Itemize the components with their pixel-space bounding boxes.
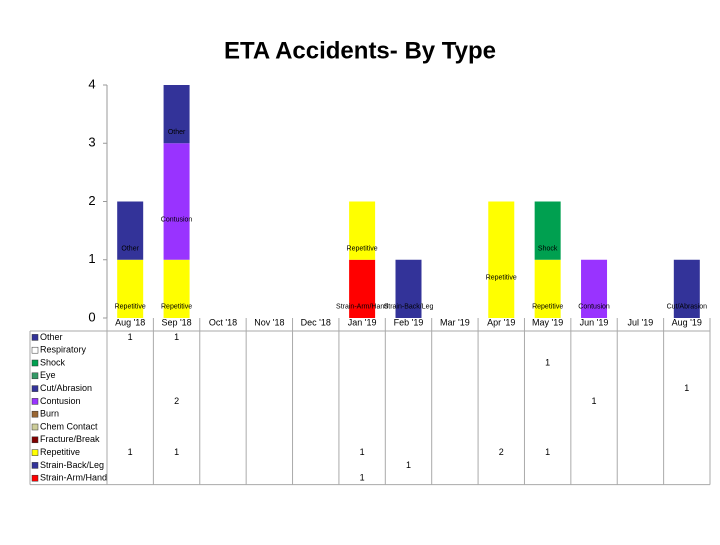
legend-swatch xyxy=(31,410,39,418)
legend-label: Cut/Abrasion xyxy=(40,383,92,393)
table-value: 1 xyxy=(360,473,365,483)
table-value: 1 xyxy=(545,357,550,367)
y-tick-label: 2 xyxy=(88,193,95,208)
legend-swatch xyxy=(31,372,39,380)
x-tick-label: Mar '19 xyxy=(440,317,470,327)
table-value: 1 xyxy=(545,447,550,457)
x-tick-label: Jul '19 xyxy=(628,317,654,327)
legend-label: Respiratory xyxy=(40,345,87,355)
segment-label: Contusion xyxy=(161,216,193,223)
table-value: 1 xyxy=(360,447,365,457)
x-tick-label: Aug '18 xyxy=(115,317,145,327)
legend-label: Shock xyxy=(40,357,66,367)
legend-label: Eye xyxy=(40,370,56,380)
bar-segment xyxy=(117,259,144,318)
legend-swatch xyxy=(31,398,39,405)
legend-label: Other xyxy=(40,332,63,342)
segment-label: Repetitive xyxy=(486,275,517,282)
x-tick-label: Apr '19 xyxy=(487,317,515,327)
legend-swatch xyxy=(31,462,39,469)
legend-swatch xyxy=(31,334,39,341)
bar-segment xyxy=(673,259,700,318)
bar-segment xyxy=(395,259,422,318)
table-value: 1 xyxy=(684,383,689,393)
x-tick-label: Dec '18 xyxy=(301,317,331,327)
y-tick-label: 3 xyxy=(88,135,95,150)
x-tick-label: Jun '19 xyxy=(580,317,609,327)
segment-label: Contusion xyxy=(578,304,610,311)
legend-label: Contusion xyxy=(40,396,81,406)
legend-swatch xyxy=(31,474,39,482)
bar-segment xyxy=(534,201,561,260)
legend-label: Fracture/Break xyxy=(40,434,100,444)
y-tick-label: 1 xyxy=(88,251,95,266)
legend-label: Repetitive xyxy=(40,447,80,457)
legend-label: Strain-Back/Leg xyxy=(40,460,104,470)
legend-label: Chem Contact xyxy=(40,421,98,431)
segment-label: Strain-Arm/Hand xyxy=(336,304,388,311)
table-value: 1 xyxy=(592,396,597,406)
bar-segment xyxy=(534,259,561,318)
segment-label: Shock xyxy=(538,245,558,252)
bar-segment xyxy=(163,143,190,260)
segment-label: Cut/Abrasion xyxy=(667,304,708,311)
segment-label: Repetitive xyxy=(161,304,192,311)
segment-label: Other xyxy=(121,245,139,252)
x-tick-label: Jan '19 xyxy=(348,317,377,327)
x-tick-label: Nov '18 xyxy=(254,317,284,327)
table-value: 1 xyxy=(128,447,133,457)
segment-label: Repetitive xyxy=(115,304,146,311)
segment-label: Repetitive xyxy=(532,304,563,311)
legend-swatch xyxy=(31,449,39,456)
legend-swatch xyxy=(31,436,39,444)
legend-swatch xyxy=(31,423,39,431)
bar-segment xyxy=(349,259,376,318)
bar-segment xyxy=(163,259,190,318)
table-value: 2 xyxy=(174,396,179,406)
bar-segment xyxy=(488,201,515,318)
x-tick-label: Sep '18 xyxy=(161,317,191,327)
segment-label: Strain-Back/Leg xyxy=(384,304,434,311)
bar-segment xyxy=(163,85,190,144)
legend-label: Strain-Arm/Hand xyxy=(40,473,107,483)
legend-swatch xyxy=(31,385,39,392)
segment-label: Repetitive xyxy=(347,245,378,252)
y-tick-label: 4 xyxy=(88,76,95,91)
table-value: 1 xyxy=(406,460,411,470)
bar-segment xyxy=(349,201,376,260)
segment-label: Other xyxy=(168,129,186,136)
x-tick-label: Feb '19 xyxy=(394,317,424,327)
table-value: 2 xyxy=(499,447,504,457)
table-value: 1 xyxy=(174,332,179,342)
x-tick-label: Aug '19 xyxy=(672,317,702,327)
legend-swatch xyxy=(31,359,39,367)
bar-segment xyxy=(581,259,608,318)
x-tick-label: Oct '18 xyxy=(209,317,237,327)
legend-swatch xyxy=(31,346,39,354)
y-tick-label: 0 xyxy=(88,309,95,324)
table-value: 1 xyxy=(128,332,133,342)
table-value: 1 xyxy=(174,447,179,457)
legend-label: Burn xyxy=(40,409,59,419)
bar-segment xyxy=(117,201,144,260)
chart-title: ETA Accidents- By Type xyxy=(224,37,496,64)
x-tick-label: May '19 xyxy=(532,317,563,327)
